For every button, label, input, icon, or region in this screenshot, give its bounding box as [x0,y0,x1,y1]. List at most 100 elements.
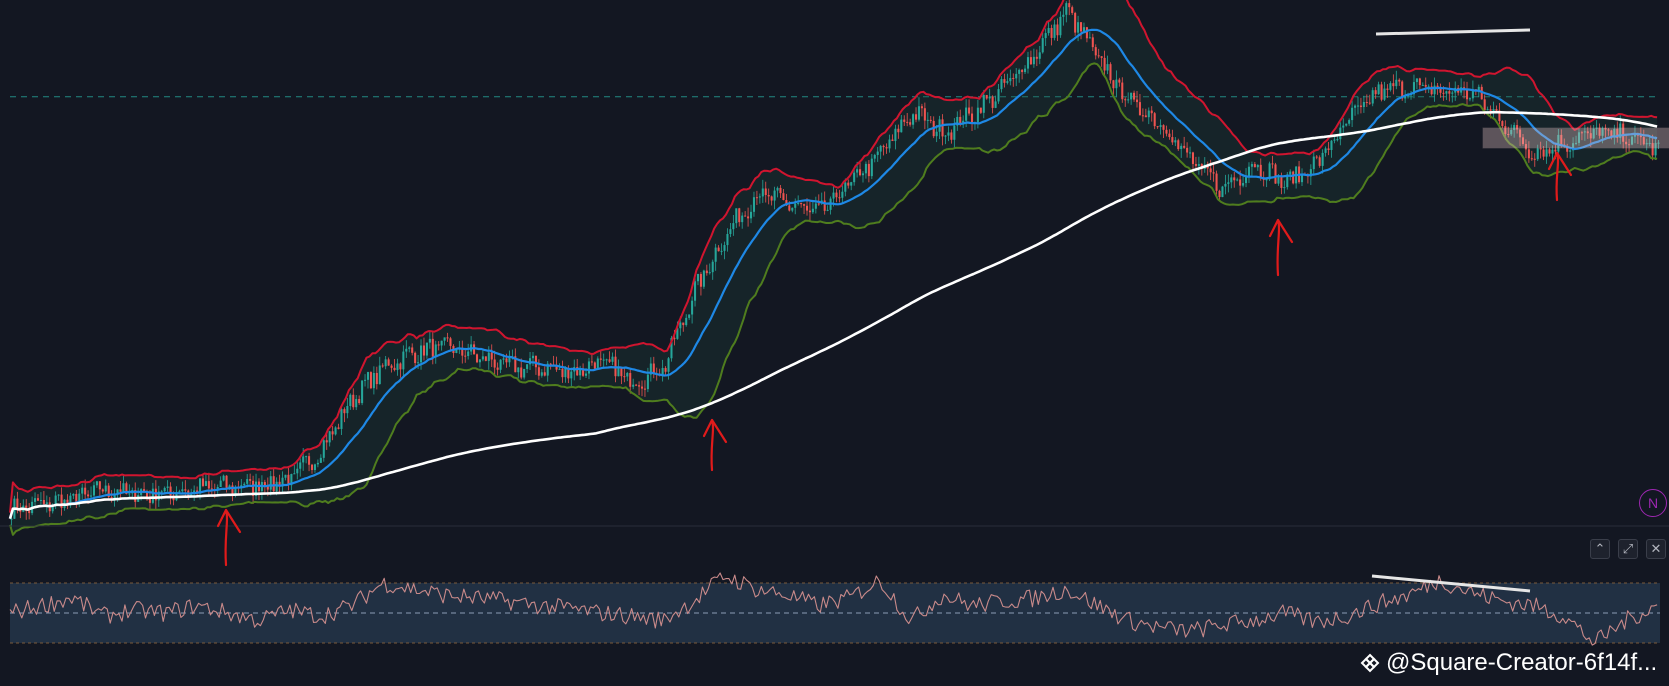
candle-body [405,348,408,352]
candle-body [1448,91,1451,94]
candle-body [1451,92,1454,94]
candle-body [1574,142,1578,144]
candle-body [1318,157,1321,166]
candle-body [708,272,711,274]
candle-body [119,489,122,492]
candle-body [779,187,782,194]
candle-body [201,478,205,486]
candle-body [42,499,45,504]
candle-body [1186,147,1189,153]
candle-body [1056,24,1059,36]
candle-body [867,163,870,177]
candle-body [953,125,956,140]
candle-body [635,384,638,386]
candle-body [381,365,384,367]
candle-body [611,356,614,362]
candle-body [1221,186,1224,198]
candle-body [1351,107,1354,121]
candle-body [1610,130,1613,138]
candle-body [1613,128,1616,138]
candle-body [1586,131,1589,134]
candle-body [1530,158,1533,160]
candle-body [1330,140,1333,150]
candle-body [803,204,806,206]
candle-body [1465,89,1469,100]
indicator-badge[interactable]: N [1639,489,1667,517]
candle-body [364,379,367,381]
candle-body [81,487,84,494]
candle-body [337,427,340,429]
candle-body [493,359,496,368]
candle-body [1324,148,1327,153]
candle-body [1630,136,1634,145]
candle-body [1000,79,1003,90]
candle-body [1047,28,1050,34]
candle-body [1053,24,1056,38]
long-moving-average-line [8,110,1658,520]
candle-body [1256,164,1259,168]
candle-body [947,132,950,136]
candle-body [526,364,529,369]
candle-body [729,229,732,234]
candle-body [555,364,558,370]
expand-icon[interactable]: ⤢ [1618,539,1638,559]
candle-body [1162,125,1165,130]
candle-body [1133,92,1136,100]
candle-body [696,274,700,282]
indicator-badge-label: N [1647,495,1659,511]
candle-body [664,367,667,372]
candle-body [691,300,694,315]
candle-body [425,342,428,356]
candle-body [1189,152,1192,154]
candle-body [328,431,331,443]
candle-body [393,367,396,371]
candle-body [1345,123,1348,126]
candle-body [1386,88,1389,90]
candle-body [490,352,493,360]
close-icon[interactable]: ✕ [1646,539,1666,559]
candle-body [505,358,508,363]
candle-body [1135,99,1139,103]
candle-body [1218,190,1221,198]
candle-body [1300,174,1304,183]
candle-body [643,388,646,390]
candle-body [738,208,741,223]
candle-body [1362,102,1365,108]
candle-body [502,358,505,360]
candle-body [481,356,484,360]
candle-body [478,359,481,363]
candle-body [378,365,381,385]
candle-body [1174,140,1177,143]
candle-body [782,193,785,201]
candle-body [1519,129,1522,138]
candle-body [57,494,60,496]
chevron-up-icon[interactable]: ⌃ [1590,539,1610,559]
candle-body [920,106,923,109]
candle-body [231,485,234,496]
candle-body [207,481,210,489]
candle-body [1495,109,1498,111]
candle-body [897,128,900,133]
candle-body [1247,166,1251,178]
candle-body [411,347,414,353]
candle-body [1062,14,1065,17]
candle-body [437,344,440,346]
candle-body [1115,79,1118,89]
candle-body [968,107,971,114]
candle-body [1009,77,1012,82]
candle-body [1504,126,1507,134]
candle-body [1642,137,1645,145]
candle-body [567,368,570,379]
candle-body [1118,79,1121,83]
candle-body [396,363,399,371]
annotation-arrow-head [1547,151,1573,177]
candle-body [290,474,293,486]
candle-body [89,495,93,497]
candle-body [1392,83,1395,87]
candle-body [160,491,163,493]
candle-body [1551,149,1554,154]
candle-body [959,116,962,125]
candle-body [540,372,543,376]
candle-body [1124,99,1127,101]
